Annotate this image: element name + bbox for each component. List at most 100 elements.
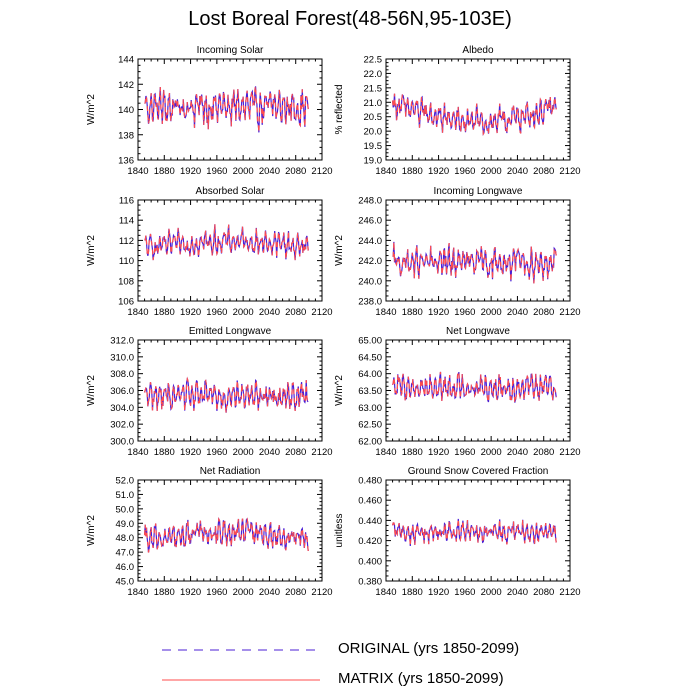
panel-title: Absorbed Solar — [196, 186, 266, 197]
x-tick-label: 2120 — [311, 307, 332, 318]
x-tick-label: 2040 — [259, 447, 280, 458]
x-tick-label: 1960 — [454, 587, 475, 598]
panel-8: Ground Snow Covered Fraction unitless 1840… — [334, 466, 581, 598]
series-matrix — [144, 86, 309, 133]
y-tick-label: 112 — [119, 236, 134, 247]
x-tick-label: 2080 — [533, 587, 554, 598]
y-tick-label: 19.5 — [364, 141, 383, 152]
x-tick-label: 2120 — [559, 307, 580, 318]
x-tick-label: 2080 — [285, 307, 306, 318]
x-tick-label: 1840 — [375, 587, 396, 598]
x-tick-label: 2000 — [233, 307, 254, 318]
y-tick-label: 22.0 — [364, 69, 383, 80]
series-original — [392, 518, 557, 547]
x-tick-label: 2120 — [311, 587, 332, 598]
y-tick-label: 140 — [118, 105, 134, 116]
y-tick-label: 238.0 — [358, 297, 382, 308]
y-axis-label: W/m^2 — [86, 235, 97, 266]
x-tick-label: 1880 — [402, 447, 423, 458]
x-tick-label: 2080 — [533, 166, 554, 177]
series-matrix — [144, 517, 309, 553]
y-tick-label: 20.5 — [364, 112, 383, 123]
panel-title: Ground Snow Covered Fraction — [408, 466, 549, 477]
y-tick-label: 144 — [118, 55, 134, 66]
panel-6: Net Longwave W/m^2 1840 1880 1920 1960 2000 204… — [334, 326, 581, 458]
x-tick-label: 1960 — [206, 587, 227, 598]
y-tick-label: 63.50 — [358, 386, 382, 397]
y-tick-label: 246.0 — [358, 216, 382, 227]
panel-3: Absorbed Solar W/m^2 1840 1880 1920 1960 2000 2… — [86, 186, 333, 318]
y-tick-label: 47.0 — [116, 548, 135, 559]
y-tick-label: 136 — [118, 156, 134, 167]
y-tick-label: 45.0 — [116, 577, 135, 588]
y-tick-label: 21.0 — [364, 98, 383, 109]
y-tick-label: 306.0 — [110, 386, 134, 397]
panel-grid: Incoming Solar W/m^2 1840 1880 1920 1960 2000 2… — [86, 45, 581, 598]
y-tick-label: 21.5 — [364, 83, 383, 94]
x-tick-label: 1840 — [127, 166, 148, 177]
y-tick-label: 64.50 — [358, 352, 382, 363]
y-tick-label: 19.0 — [364, 156, 383, 167]
y-axis-label: W/m^2 — [334, 375, 345, 406]
y-tick-label: 244.0 — [358, 236, 382, 247]
y-tick-label: 0.420 — [358, 536, 382, 547]
x-tick-label: 2080 — [285, 166, 306, 177]
y-axis-label: W/m^2 — [86, 94, 97, 125]
y-axis-label: W/m^2 — [86, 375, 97, 406]
y-axis-label: W/m^2 — [334, 235, 345, 266]
legend-original-label: ORIGINAL (yrs 1850-2099) — [338, 640, 520, 657]
x-tick-label: 2120 — [559, 447, 580, 458]
y-tick-label: 110 — [119, 256, 134, 267]
x-tick-label: 1920 — [428, 587, 449, 598]
x-tick-label: 1960 — [206, 166, 227, 177]
panel-title: Incoming Solar — [197, 45, 264, 56]
x-tick-label: 2000 — [233, 587, 254, 598]
x-tick-label: 2000 — [233, 447, 254, 458]
x-tick-label: 1920 — [428, 447, 449, 458]
series-matrix — [144, 224, 309, 261]
x-tick-label: 1920 — [428, 307, 449, 318]
y-tick-label: 300.0 — [110, 437, 134, 448]
x-tick-label: 1920 — [180, 447, 201, 458]
y-tick-label: 20.0 — [364, 127, 383, 138]
x-tick-label: 2120 — [311, 447, 332, 458]
y-tick-label: 114 — [119, 216, 134, 227]
series-original — [392, 93, 557, 136]
panel-4: Incoming Longwave W/m^2 1840 1880 1920 1960 20… — [334, 186, 581, 318]
series-matrix — [392, 241, 557, 284]
panel-title: Net Radiation — [200, 466, 261, 477]
panel-1: Incoming Solar W/m^2 1840 1880 1920 1960 2000 2… — [86, 45, 333, 177]
y-tick-label: 138 — [118, 130, 134, 141]
x-tick-label: 1960 — [454, 447, 475, 458]
series-matrix — [144, 376, 309, 413]
x-tick-label: 2040 — [259, 166, 280, 177]
y-tick-label: 62.00 — [358, 437, 382, 448]
y-tick-label: 64.00 — [358, 369, 382, 380]
y-tick-label: 46.0 — [116, 562, 135, 573]
y-tick-label: 304.0 — [110, 403, 134, 414]
x-tick-label: 1880 — [154, 307, 175, 318]
series-matrix — [392, 371, 557, 403]
x-tick-label: 1920 — [428, 166, 449, 177]
legend-original-swatch — [162, 649, 320, 651]
y-tick-label: 248.0 — [358, 196, 382, 207]
y-tick-label: 49.0 — [116, 519, 135, 530]
x-tick-label: 1840 — [375, 447, 396, 458]
x-tick-label: 2080 — [285, 587, 306, 598]
y-tick-label: 116 — [119, 196, 134, 207]
y-tick-label: 50.0 — [116, 504, 135, 515]
panel-title: Emitted Longwave — [189, 326, 272, 337]
y-tick-label: 142 — [118, 80, 134, 91]
y-tick-label: 63.00 — [358, 403, 382, 414]
x-tick-label: 1840 — [127, 447, 148, 458]
panel-title: Incoming Longwave — [434, 186, 523, 197]
x-tick-label: 1920 — [180, 166, 201, 177]
panel-7: Net Radiation W/m^2 1840 1880 1920 1960 2000 20… — [86, 466, 333, 598]
x-tick-label: 1960 — [454, 166, 475, 177]
legend-matrix-swatch — [162, 679, 320, 681]
series-matrix — [392, 518, 557, 547]
x-tick-label: 2040 — [507, 307, 528, 318]
x-tick-label: 1880 — [402, 587, 423, 598]
plot-frame — [385, 199, 571, 302]
y-axis-label: W/m^2 — [86, 515, 97, 546]
